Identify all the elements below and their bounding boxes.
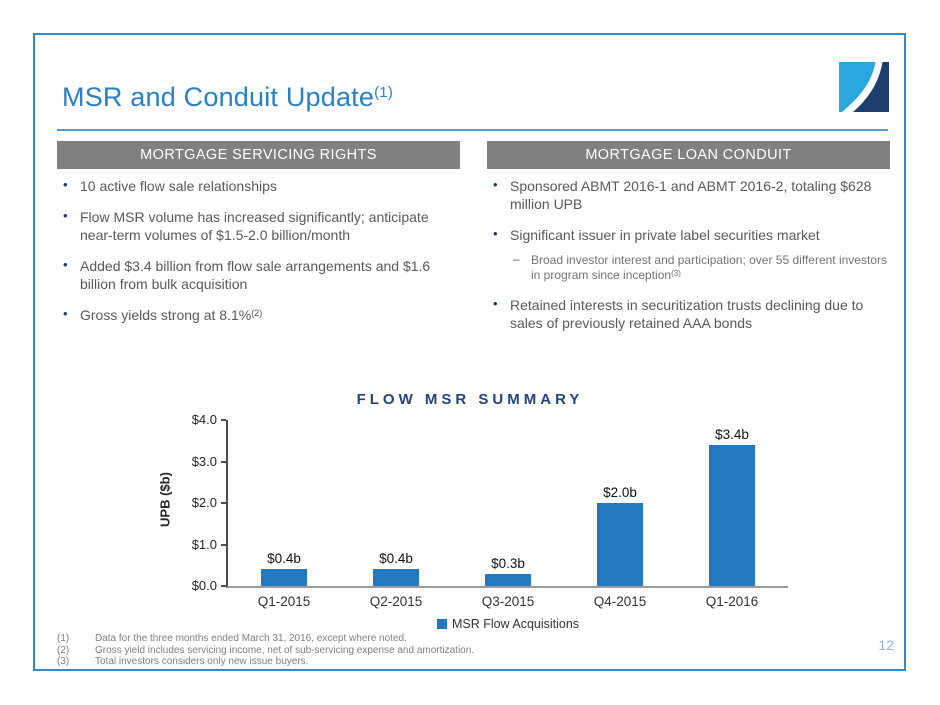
sub-bullet-list: – Broad investor interest and participati… (510, 251, 893, 284)
conduit-bullet-list: • Sponsored ABMT 2016-1 and ABMT 2016-2, … (487, 177, 893, 346)
x-axis-label: Q1-2016 (705, 594, 759, 609)
footnotes: (1) Data for the three months ended March… (57, 633, 474, 668)
plot-column: $0.4b $0.4b $0.3b $2.0b $3.4b Q1-2015 Q2-2015… (226, 420, 788, 631)
bar-value-label: $3.4b (715, 427, 749, 442)
footnote-item: (2) Gross yield includes servicing income… (57, 645, 474, 657)
bullet-item: • Added $3.4 billion from flow sale arran… (57, 256, 465, 294)
bullet-text: Added $3.4 billion from flow sale arrang… (80, 257, 431, 292)
footnote-item: (3) Total investors considers only new is… (57, 656, 474, 668)
footnote-ref: (3) (671, 269, 681, 279)
y-axis-label-wrap: UPB ($b) (152, 420, 178, 631)
x-axis-label: Q4-2015 (593, 594, 647, 609)
bullet-item: • Retained interests in securitization tr… (487, 295, 893, 333)
slide-border-frame (33, 33, 906, 671)
bullet-item: • Sponsored ABMT 2016-1 and ABMT 2016-2, … (487, 177, 893, 214)
plot-area: $0.4b $0.4b $0.3b $2.0b $3.4b (226, 420, 788, 588)
bar (709, 445, 755, 586)
footnote-item: (1) Data for the three months ended March… (57, 633, 474, 645)
bullet-text: Sponsored ABMT 2016-1 and ABMT 2016-2, t… (510, 178, 872, 212)
company-logo-icon (839, 62, 889, 112)
bar (261, 569, 307, 586)
flow-msr-summary-chart: FLOW MSR SUMMARY UPB ($b) $4.0 $3.0 $2.0 $1… (152, 391, 788, 631)
bullet-item: • Significant issuer in private label sec… (487, 225, 893, 284)
page-title-text: MSR and Conduit Update (62, 82, 375, 112)
footnote-marker: (3) (57, 656, 70, 667)
bar-value-label: $2.0b (603, 485, 637, 500)
footnote-ref: (2) (251, 307, 263, 318)
bar-value-label: $0.4b (379, 551, 413, 566)
bullet-marker-icon: • (493, 295, 498, 311)
bar (597, 503, 643, 586)
msr-bullet-list: • 10 active flow sale relationships • Flow … (57, 177, 465, 337)
bullet-item: • Gross yields strong at 8.1%(2) (57, 305, 465, 325)
bullet-marker-icon: • (63, 305, 68, 321)
title-divider (57, 129, 888, 131)
bullet-text: Retained interests in securitization tru… (510, 296, 864, 331)
x-axis-label: Q2-2015 (369, 594, 423, 609)
right-panel-header: MORTGAGE LOAN CONDUIT (487, 141, 890, 169)
tick-mark (221, 585, 226, 587)
legend-swatch-icon (436, 619, 447, 629)
footnote-text: Gross yield includes servicing income, n… (95, 644, 475, 656)
bar-slot: $3.4b (676, 420, 788, 586)
bullet-marker-icon: • (63, 256, 68, 272)
bullet-marker-icon: • (493, 177, 498, 192)
bullet-marker-icon: • (63, 207, 68, 223)
bullet-marker-icon: • (493, 225, 498, 241)
tick-mark (221, 460, 226, 463)
footnote-marker: (2) (57, 644, 70, 656)
y-axis-ticks: $4.0 $3.0 $2.0 $1.0 $0.0 (178, 413, 226, 592)
chart-legend: MSR Flow Acquisitions (226, 617, 788, 631)
bar-value-label: $0.3b (491, 556, 525, 571)
tick-mark (221, 502, 226, 504)
bullet-text: Flow MSR volume has increased significan… (80, 208, 429, 243)
x-axis-labels: Q1-2015 Q2-2015 Q3-2015 Q4-2015 Q1-2016 (226, 594, 788, 609)
left-panel-header: MORTGAGE SERVICING RIGHTS (57, 141, 460, 169)
bullet-marker-icon: • (63, 177, 68, 192)
bullet-text: Gross yields strong at 8.1% (80, 306, 252, 323)
bar-slot: $0.4b (340, 420, 452, 586)
y-axis-label: UPB ($b) (157, 472, 173, 527)
bar-slot: $0.4b (228, 420, 340, 586)
page-number: 12 (878, 637, 894, 653)
dash-marker-icon: – (513, 251, 520, 266)
chart-title: FLOW MSR SUMMARY (356, 391, 584, 408)
footnote-text: Data for the three months ended March 31… (95, 633, 407, 644)
bar-value-label: $0.4b (267, 551, 301, 566)
bullet-text: 10 active flow sale relationships (80, 178, 277, 194)
bullet-item: • 10 active flow sale relationships (57, 177, 465, 196)
bar-slot: $0.3b (452, 420, 564, 586)
chart-body: UPB ($b) $4.0 $3.0 $2.0 $1.0 $0.0 $0.4b $0.4b… (152, 413, 788, 631)
page-title: MSR and Conduit Update(1) (62, 82, 393, 113)
sub-bullet-text: Broad investor interest and participatio… (531, 252, 887, 283)
page-title-footnote-ref: (1) (374, 84, 394, 101)
bullet-text: Significant issuer in private label secu… (510, 226, 820, 243)
legend-label: MSR Flow Acquisitions (451, 617, 580, 631)
tick-mark (221, 419, 226, 421)
bar (373, 569, 419, 586)
footnote-marker: (1) (57, 633, 70, 644)
footnote-text: Total investors considers only new issue… (95, 656, 309, 667)
bullet-item: • Flow MSR volume has increased significa… (57, 207, 465, 245)
x-axis-label: Q1-2015 (257, 594, 311, 609)
x-axis-label: Q3-2015 (481, 594, 535, 609)
sub-bullet-item: – Broad investor interest and participati… (510, 251, 893, 284)
tick-mark (221, 543, 226, 546)
bar (485, 574, 531, 586)
bar-slot: $2.0b (564, 420, 676, 586)
